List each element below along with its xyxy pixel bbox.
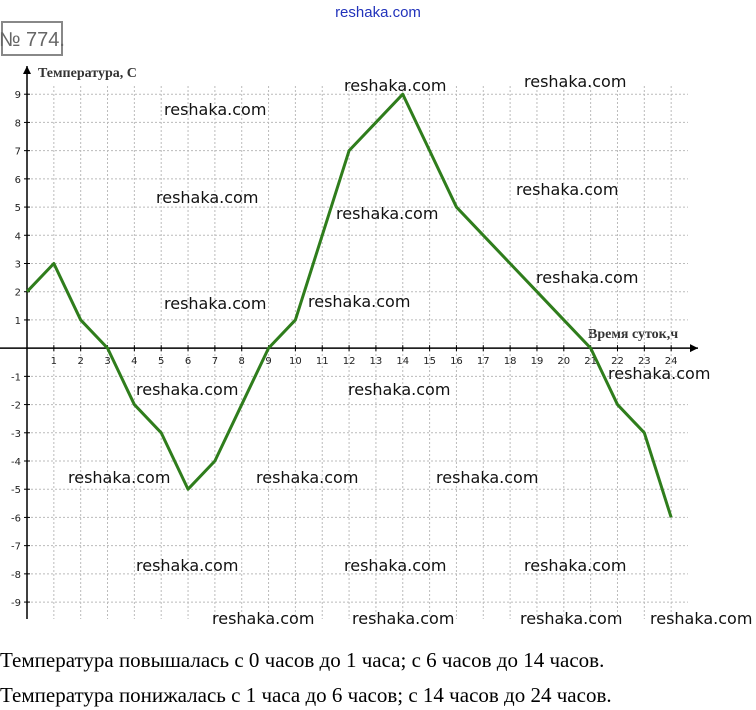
x-tick-label: 23 bbox=[638, 356, 651, 367]
x-tick-label: 16 bbox=[450, 356, 463, 367]
x-tick-label: 3 bbox=[104, 356, 110, 367]
x-tick-label: 15 bbox=[423, 356, 436, 367]
temperature-line bbox=[25, 92, 673, 518]
watermark: reshaka.com bbox=[608, 364, 710, 383]
y-axis-arrow bbox=[23, 66, 31, 74]
problem-box bbox=[1, 21, 63, 56]
x-tick-label: 13 bbox=[370, 356, 383, 367]
y-tick-label: -4 bbox=[11, 457, 21, 468]
y-tick-label: 7 bbox=[15, 147, 21, 158]
watermark: reshaka.com bbox=[68, 468, 170, 487]
x-tick-label: 11 bbox=[316, 356, 329, 367]
answer-line: Температура повышалась с 0 часов до 1 ча… bbox=[0, 648, 604, 672]
x-tick-label: 19 bbox=[531, 356, 544, 367]
y-tick-label: -5 bbox=[11, 485, 21, 496]
x-tick-label: 6 bbox=[185, 356, 191, 367]
watermark: reshaka.com bbox=[436, 468, 538, 487]
y-tick-label: -1 bbox=[11, 372, 21, 383]
watermark: reshaka.com bbox=[308, 292, 410, 311]
x-tick-label: 2 bbox=[77, 356, 83, 367]
watermark: reshaka.com bbox=[212, 609, 314, 628]
watermark: reshaka.com bbox=[344, 556, 446, 575]
y-tick-label: -2 bbox=[11, 401, 21, 412]
x-tick-label: 12 bbox=[343, 356, 356, 367]
y-tick-label: 4 bbox=[15, 231, 21, 242]
x-axis-arrow bbox=[690, 344, 698, 353]
x-tick-label: 9 bbox=[265, 356, 271, 367]
watermark: reshaka.com bbox=[650, 609, 752, 628]
y-tick-label: 9 bbox=[15, 90, 21, 101]
x-tick-label: 8 bbox=[239, 356, 245, 367]
watermark: reshaka.com bbox=[136, 556, 238, 575]
x-tick-label: 5 bbox=[158, 356, 164, 367]
watermark: reshaka.com bbox=[336, 204, 438, 223]
y-tick-label: -9 bbox=[11, 598, 21, 609]
y-tick-label: -7 bbox=[11, 542, 21, 553]
watermark: reshaka.com bbox=[352, 609, 454, 628]
watermark: reshaka.com bbox=[156, 188, 258, 207]
watermark: reshaka.com bbox=[164, 100, 266, 119]
watermark: reshaka.com bbox=[520, 609, 622, 628]
watermark: reshaka.com bbox=[516, 180, 618, 199]
site-header: reshaka.com bbox=[335, 4, 421, 21]
watermark: reshaka.com bbox=[524, 556, 626, 575]
x-tick-label: 18 bbox=[504, 356, 517, 367]
x-tick-label: 21 bbox=[584, 356, 597, 367]
x-tick-label: 10 bbox=[289, 356, 302, 367]
y-tick-label: 8 bbox=[15, 118, 21, 129]
answer-line: Температура понижалась с 1 часа до 6 час… bbox=[0, 683, 612, 707]
y-tick-label: -6 bbox=[11, 513, 21, 524]
watermark: reshaka.com bbox=[164, 294, 266, 313]
x-tick-label: 14 bbox=[396, 356, 409, 367]
watermark: reshaka.com bbox=[256, 468, 358, 487]
problem-number: № 774. bbox=[0, 29, 65, 51]
watermark: reshaka.com bbox=[136, 380, 238, 399]
watermark: reshaka.com bbox=[348, 380, 450, 399]
x-tick-label: 1 bbox=[51, 356, 57, 367]
watermark: reshaka.com bbox=[536, 268, 638, 287]
y-tick-label: 6 bbox=[15, 175, 21, 186]
y-tick-label: 1 bbox=[15, 316, 21, 327]
x-axis-label: Время суток,ч bbox=[588, 327, 678, 342]
y-tick-label: 2 bbox=[15, 288, 21, 299]
y-axis-label: Температура, С bbox=[38, 66, 137, 81]
x-tick-label: 4 bbox=[131, 356, 137, 367]
watermark: reshaka.com bbox=[524, 72, 626, 91]
y-tick-label: -8 bbox=[11, 570, 21, 581]
x-tick-label: 24 bbox=[665, 356, 678, 367]
watermark: reshaka.com bbox=[344, 76, 446, 95]
y-tick-label: 5 bbox=[15, 203, 21, 214]
y-tick-label: -3 bbox=[11, 429, 21, 440]
x-tick-label: 22 bbox=[611, 356, 624, 367]
y-tick-label: 3 bbox=[15, 260, 21, 271]
x-tick-label: 7 bbox=[212, 356, 218, 367]
x-tick-label: 17 bbox=[477, 356, 490, 367]
x-tick-label: 20 bbox=[557, 356, 570, 367]
